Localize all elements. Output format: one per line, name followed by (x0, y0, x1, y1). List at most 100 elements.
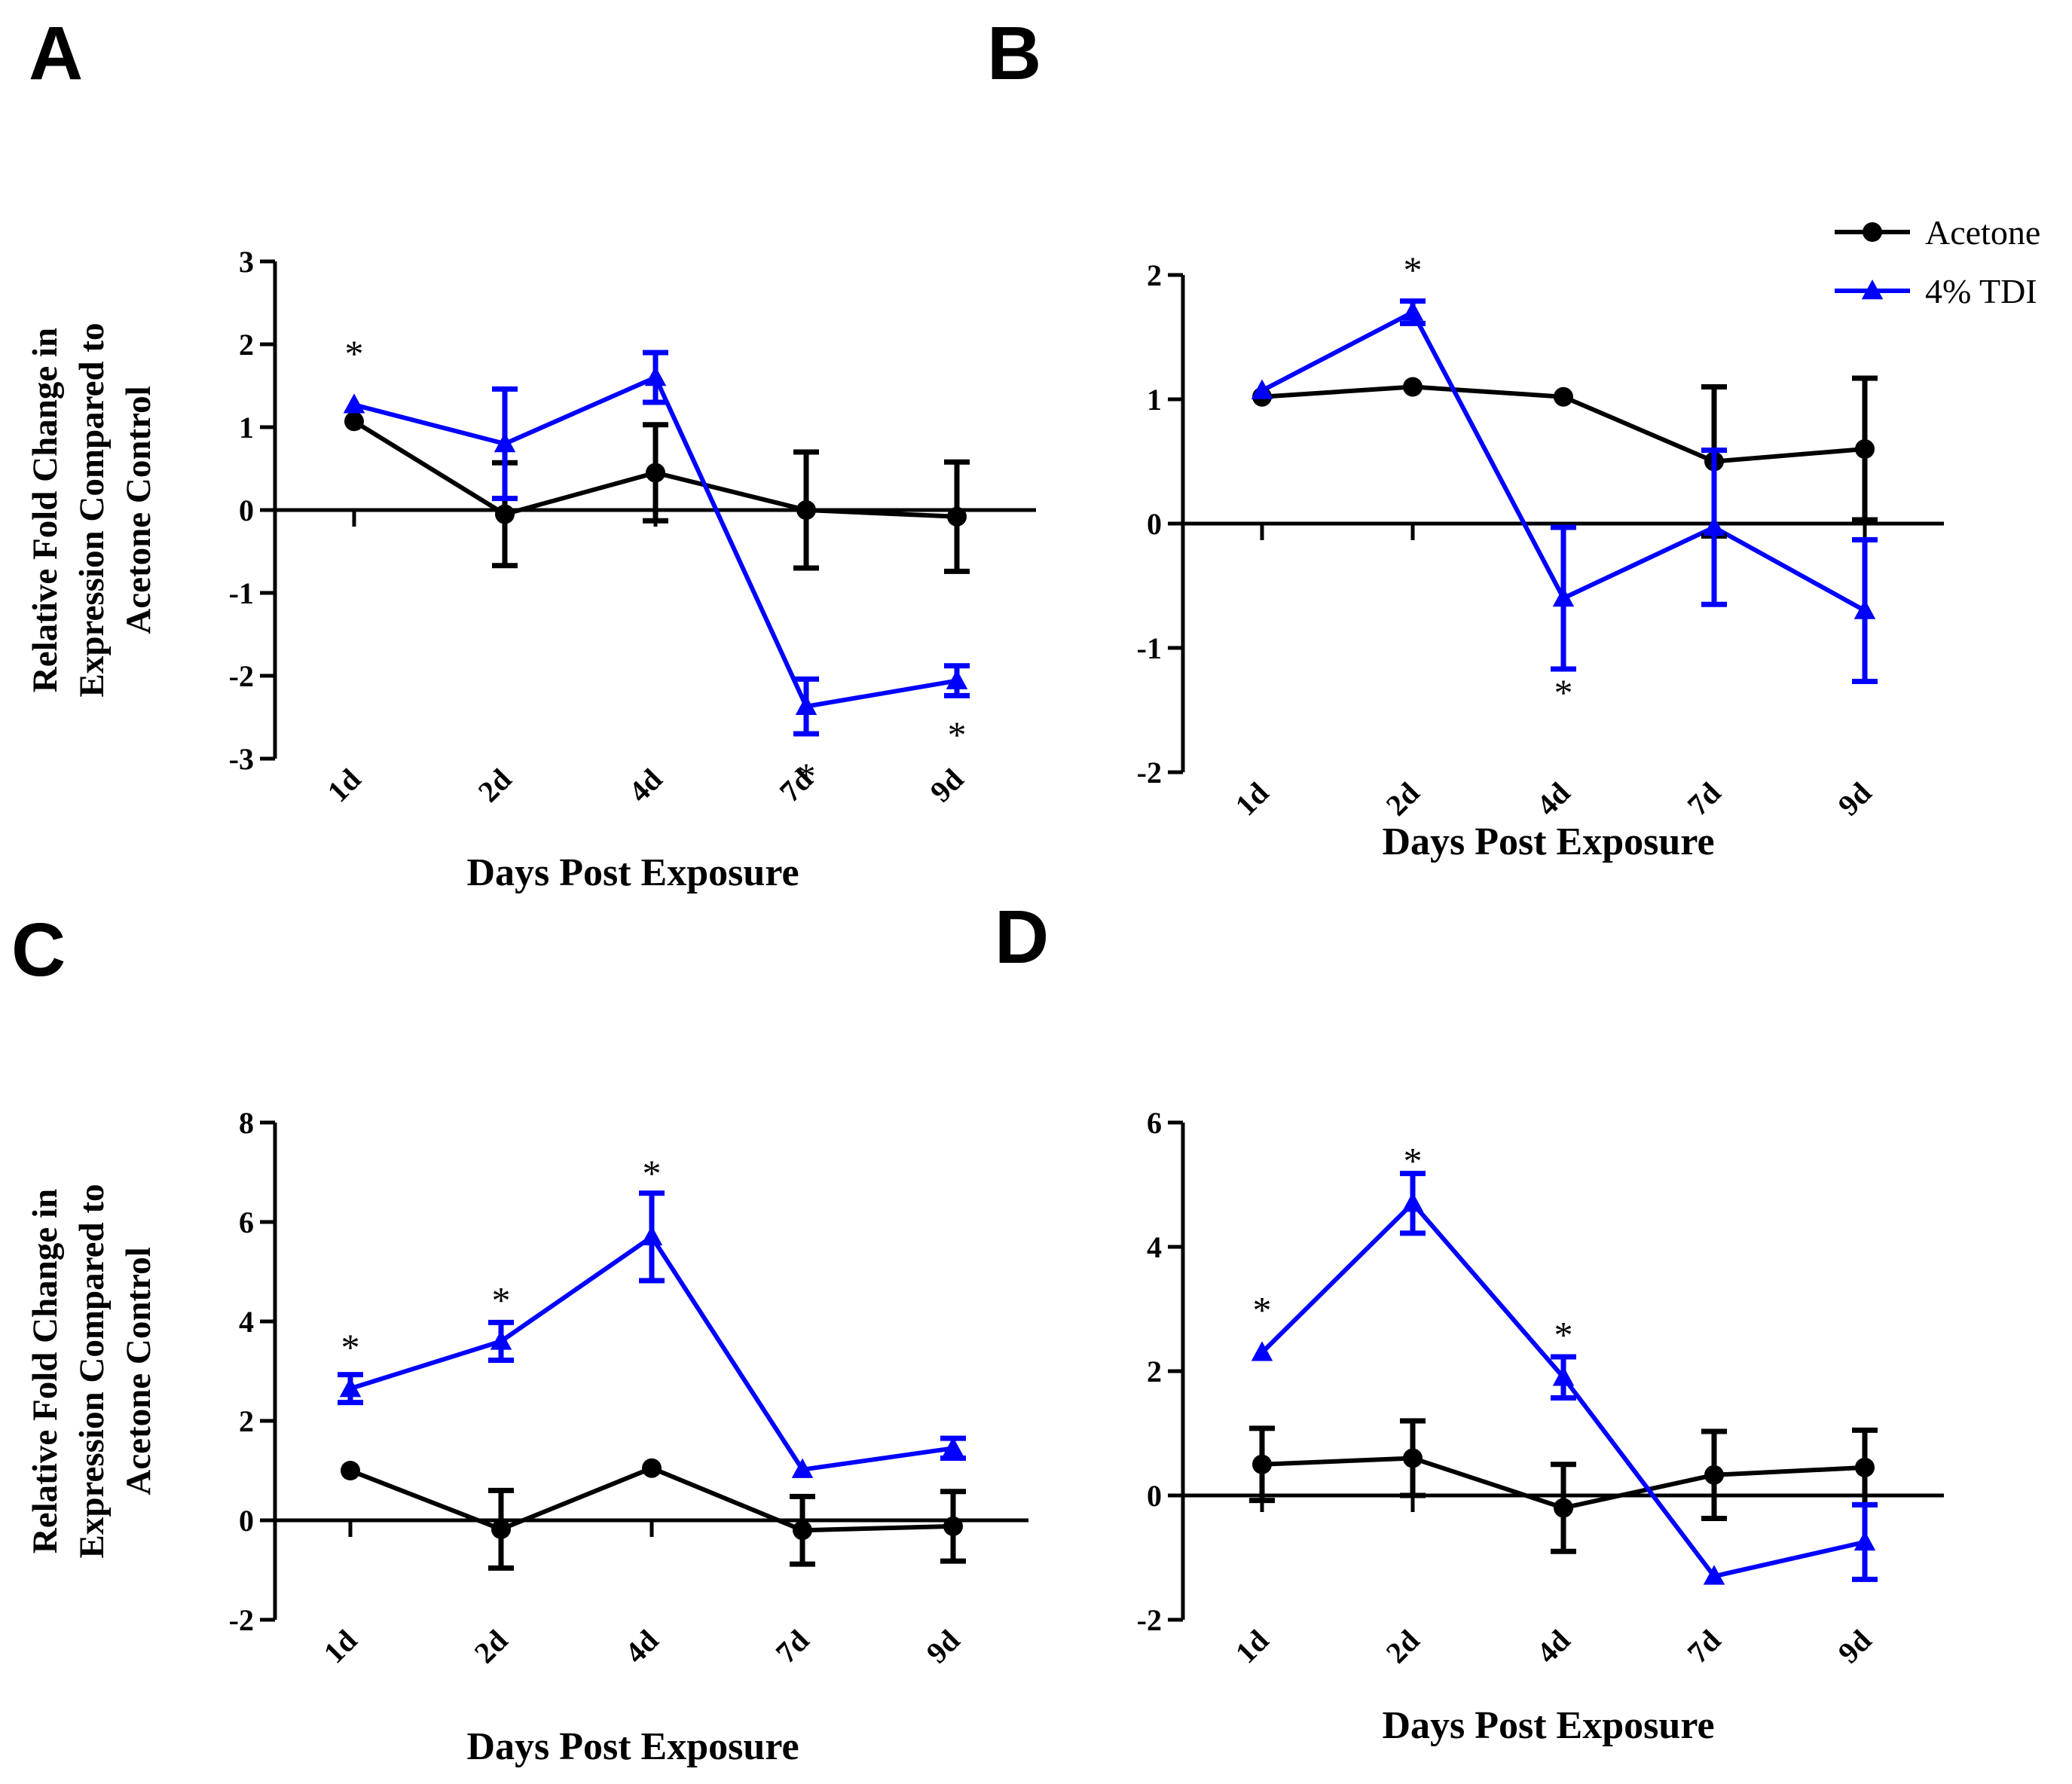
chart-panel-c: 8 6 4 2 0 -2 1d 2d 4d 7d 9d Days Post Exposure Relat… (26, 1106, 1028, 1768)
y-tick-label: 6 (1147, 1106, 1162, 1140)
data-point-acetone (947, 506, 967, 527)
x-tick-label: 4d (1530, 1624, 1577, 1670)
data-point-4-tdi (1853, 1530, 1876, 1551)
x-tick-label: 2d (1380, 776, 1426, 823)
data-point-4-tdi (640, 1225, 663, 1246)
panel-label-a: A (29, 11, 83, 96)
data-point-acetone (1855, 1457, 1875, 1477)
significance-marker: * (341, 1326, 360, 1368)
y-axis-title-line: Expression Compared to (72, 1184, 112, 1558)
data-point-acetone (1554, 1498, 1573, 1518)
data-point-acetone (793, 1520, 812, 1541)
y-tick-label: 4 (239, 1305, 254, 1339)
data-point-acetone (1403, 1448, 1423, 1468)
x-axis-title: Days Post Exposure (466, 1725, 799, 1768)
data-point-4-tdi (1703, 515, 1725, 536)
data-point-4-tdi (1552, 1366, 1575, 1386)
x-axis-title: Days Post Exposure (1382, 820, 1714, 863)
data-point-4-tdi (1251, 1341, 1273, 1361)
data-point-acetone (1704, 1465, 1724, 1485)
data-point-acetone (646, 463, 665, 483)
x-tick-label: 1d (1229, 1624, 1276, 1670)
data-point-acetone (341, 1461, 360, 1480)
data-point-4-tdi (1703, 1565, 1725, 1585)
x-tick-label: 4d (619, 1624, 665, 1670)
x-tick-label: 7d (769, 1624, 816, 1670)
x-tick-label: 7d (1681, 1624, 1728, 1670)
y-tick-label: -2 (1137, 756, 1162, 790)
x-tick-label: 9d (920, 1624, 967, 1670)
data-point-4-tdi (494, 432, 516, 453)
y-tick-label: -3 (229, 742, 254, 776)
x-tick-label: 4d (1530, 776, 1577, 823)
y-axis-title-line: Relative Fold Change in (26, 1189, 65, 1553)
legend: Acetone 4% TDI (1835, 213, 2040, 310)
y-tick-label: 2 (1147, 258, 1162, 292)
data-point-4-tdi (1401, 301, 1424, 321)
data-point-4-tdi (1853, 599, 1876, 619)
data-point-acetone (796, 500, 816, 520)
x-tick-label: 9d (924, 762, 970, 809)
data-point-4-tdi (942, 1437, 964, 1457)
y-axis-title: Relative Fold Change in Expression Compar… (26, 1184, 158, 1558)
data-point-4-tdi (946, 669, 968, 689)
panel-label-c: C (11, 908, 66, 992)
y-tick-label: 4 (1147, 1230, 1162, 1264)
x-tick-label: 7d (1681, 776, 1728, 823)
y-tick-label: 0 (239, 1504, 254, 1538)
panel-label-b: B (987, 11, 1041, 96)
significance-marker: * (1554, 671, 1573, 713)
data-point-4-tdi (791, 1458, 814, 1478)
y-axis-title-line: Relative Fold Change in (26, 328, 65, 692)
y-tick-label: 1 (239, 411, 254, 444)
x-tick-label: 2d (1380, 1624, 1426, 1670)
y-tick-label: 2 (239, 328, 254, 362)
significance-marker: * (1253, 1289, 1272, 1331)
x-tick-label: 1d (317, 1624, 364, 1670)
x-tick-label: 1d (321, 762, 368, 809)
y-axis-title-line: Acetone Control (119, 386, 158, 634)
significance-marker: * (797, 755, 816, 797)
data-point-acetone (1554, 386, 1573, 407)
data-point-acetone (1252, 1454, 1272, 1474)
x-axis-title: Days Post Exposure (1382, 1704, 1714, 1747)
y-tick-label: 1 (1147, 383, 1162, 417)
significance-marker: * (345, 332, 364, 374)
legend-marker (1863, 222, 1882, 242)
y-tick-label: 2 (239, 1404, 254, 1438)
x-tick-label: 4d (622, 762, 669, 809)
y-tick-label: 3 (239, 245, 254, 279)
legend-item: Acetone (1835, 213, 2040, 252)
significance-marker: * (1554, 1314, 1573, 1356)
y-tick-label: -1 (1137, 631, 1162, 665)
significance-marker: * (643, 1152, 662, 1194)
significance-marker: * (1404, 1140, 1423, 1182)
data-point-4-tdi (490, 1330, 512, 1350)
significance-marker: * (492, 1278, 511, 1321)
y-tick-label: 0 (1147, 507, 1162, 541)
data-point-acetone (943, 1516, 963, 1536)
chart-panel-d: 6 4 2 0 -2 1d 2d 4d 7d 9d Days Post Exposure * * * (1137, 1106, 1944, 1747)
data-point-acetone (1855, 439, 1875, 459)
y-tick-label: -2 (229, 659, 254, 693)
significance-marker: * (948, 713, 967, 756)
legend-label: 4% TDI (1925, 272, 2037, 310)
y-axis-title-line: Acetone Control (119, 1247, 158, 1495)
y-tick-label: 6 (239, 1205, 254, 1239)
data-point-acetone (642, 1458, 662, 1478)
x-axis-title: Days Post Exposure (466, 851, 799, 894)
y-axis-title: Relative Fold Change in Expression Compar… (26, 322, 158, 697)
y-tick-label: 8 (239, 1106, 254, 1140)
legend-marker (1861, 280, 1884, 300)
data-point-acetone (344, 411, 364, 432)
data-point-4-tdi (795, 695, 817, 715)
y-tick-label: 0 (1147, 1479, 1162, 1513)
data-point-4-tdi (644, 366, 667, 386)
legend-item: 4% TDI (1835, 272, 2037, 310)
x-tick-label: 2d (472, 762, 518, 809)
legend-label: Acetone (1925, 213, 2040, 252)
x-tick-label: 1d (1229, 776, 1276, 823)
y-tick-label: -1 (229, 576, 254, 610)
